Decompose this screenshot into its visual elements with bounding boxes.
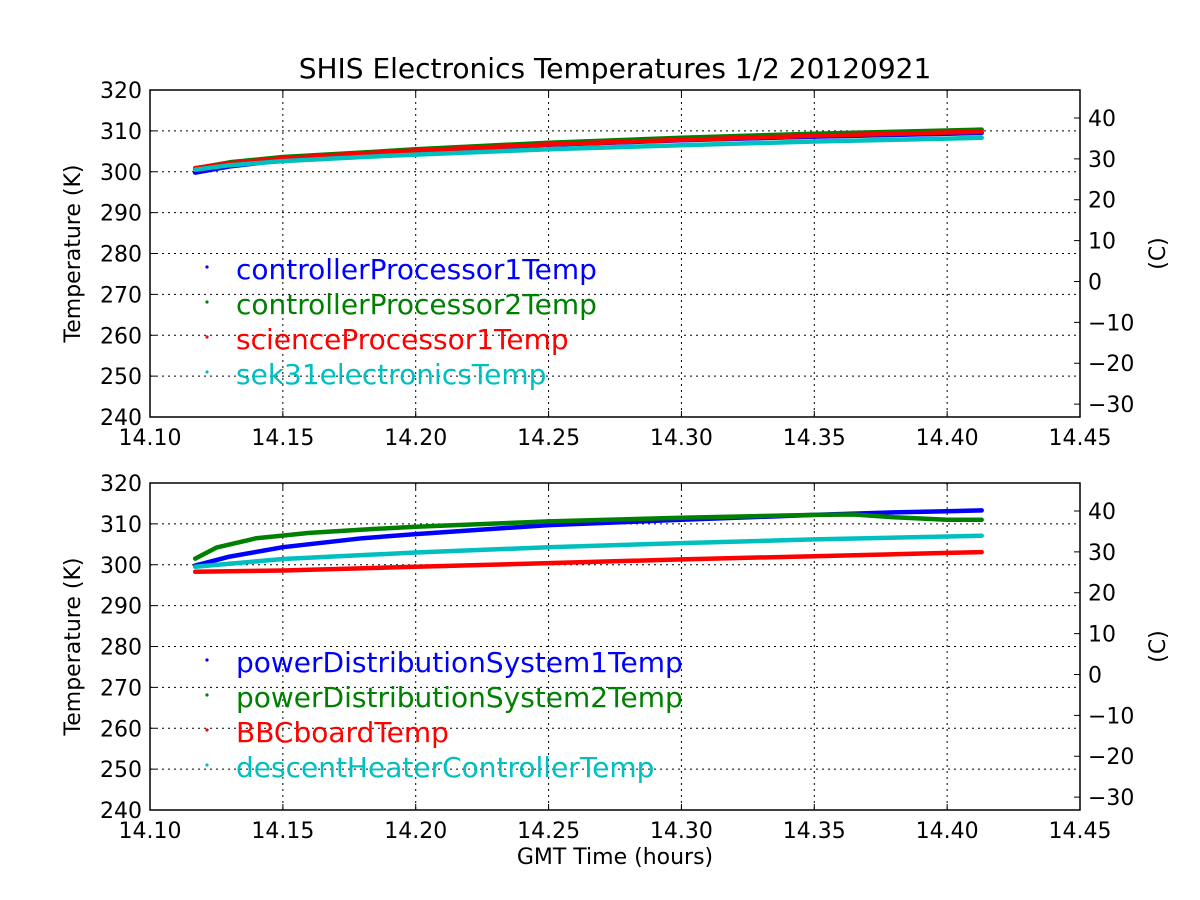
y-right-tick-label: 10 [1088, 230, 1116, 255]
series-line-2 [192, 549, 984, 574]
x-tick-label: 14.45 [1049, 426, 1112, 451]
legend-label: scienceProcessor1Temp [236, 323, 569, 356]
legend-marker [205, 300, 209, 304]
y-tick-label: 320 [100, 79, 142, 104]
legend-marker [205, 693, 209, 697]
x-tick-label: 14.25 [517, 426, 580, 451]
x-tick-label: 14.20 [384, 426, 447, 451]
legend-marker [205, 658, 209, 662]
y-tick-label: 320 [100, 472, 142, 497]
series-line-1 [192, 512, 984, 561]
y-right-tick-label: 20 [1088, 582, 1116, 607]
y-tick-label: 280 [100, 636, 142, 661]
x-tick-label: 14.40 [916, 819, 979, 844]
series-line-2 [192, 129, 984, 171]
x-tick-label: 14.15 [251, 819, 314, 844]
x-tick-label: 14.30 [650, 426, 713, 451]
legend-label: controllerProcessor2Temp [236, 288, 597, 321]
bottom-panel: 14.10 14.15 14.20 14.25 14.30 14.35 14.40 14.45… [61, 472, 1171, 844]
y-right-axis-label: (C) [1146, 630, 1171, 663]
x-tick-label: 14.35 [783, 426, 846, 451]
x-tick-label: 14.45 [1049, 819, 1112, 844]
y-tick-label: 310 [100, 120, 142, 145]
y-tick-label: 270 [100, 676, 142, 701]
y-tick-label: 240 [100, 406, 142, 431]
top-panel: 14.10 14.15 14.20 14.25 14.30 14.35 14.40 14.45… [61, 79, 1171, 451]
y-right-tick-label: −20 [1088, 352, 1134, 377]
y-right-tick-label: 20 [1088, 189, 1116, 214]
y-right-tick-label: 40 [1088, 500, 1116, 525]
y-right-tick-label: −30 [1088, 393, 1134, 418]
y-right-tick-label: −20 [1088, 745, 1134, 770]
y-right-tick-label: −10 [1088, 704, 1134, 729]
y-tick-label: 300 [100, 554, 142, 579]
legend-marker [205, 265, 209, 269]
legend-label: sek31electronicsTemp [236, 358, 546, 391]
y-right-tick-label: 40 [1088, 107, 1116, 132]
series-line-3 [192, 533, 984, 570]
y-tick-label: 250 [100, 758, 142, 783]
y-right-tick-label: 0 [1088, 270, 1102, 295]
x-tick-label: 14.40 [916, 426, 979, 451]
y-axis-label: Temperature (K) [61, 558, 86, 737]
y-right-tick-label: 10 [1088, 623, 1116, 648]
x-tick-label: 14.30 [650, 819, 713, 844]
x-tick-label: 14.10 [119, 426, 182, 451]
y-tick-label: 290 [100, 202, 142, 227]
y-right-tick-label: 30 [1088, 148, 1116, 173]
legend-marker [205, 370, 209, 374]
y-right-tick-label: −30 [1088, 786, 1134, 811]
x-tick-label: 14.20 [384, 819, 447, 844]
legend-marker [205, 763, 209, 767]
x-tick-label: 14.35 [783, 819, 846, 844]
x-tick-label: 14.25 [517, 819, 580, 844]
y-right-tick-label: −10 [1088, 311, 1134, 336]
legend-marker [205, 728, 209, 732]
x-tick-label: 14.15 [251, 426, 314, 451]
y-right-tick-label: 30 [1088, 541, 1116, 566]
y-tick-label: 280 [100, 243, 142, 268]
y-tick-label: 240 [100, 799, 142, 824]
y-tick-label: 250 [100, 365, 142, 390]
legend-label: descentHeaterControllerTemp [236, 751, 654, 784]
series-line-3 [192, 135, 984, 172]
legend-label: BBCboardTemp [236, 716, 449, 749]
legend-label: controllerProcessor1Temp [236, 253, 597, 286]
chart-title: SHIS Electronics Temperatures 1/2 201209… [299, 52, 932, 85]
legend-label: powerDistributionSystem1Temp [236, 646, 683, 679]
y-tick-label: 290 [100, 595, 142, 620]
y-tick-label: 310 [100, 513, 142, 538]
x-tick-label: 14.10 [119, 819, 182, 844]
y-tick-label: 260 [100, 717, 142, 742]
series-line-0 [192, 508, 984, 568]
y-axis-label: Temperature (K) [61, 165, 86, 344]
y-tick-label: 270 [100, 283, 142, 308]
x-axis-label: GMT Time (hours) [517, 845, 713, 870]
y-tick-label: 260 [100, 324, 142, 349]
y-right-tick-label: 0 [1088, 663, 1102, 688]
legend-label: powerDistributionSystem2Temp [236, 681, 683, 714]
legend-marker [205, 335, 209, 339]
y-right-axis-label: (C) [1146, 237, 1171, 270]
y-tick-label: 300 [100, 161, 142, 186]
